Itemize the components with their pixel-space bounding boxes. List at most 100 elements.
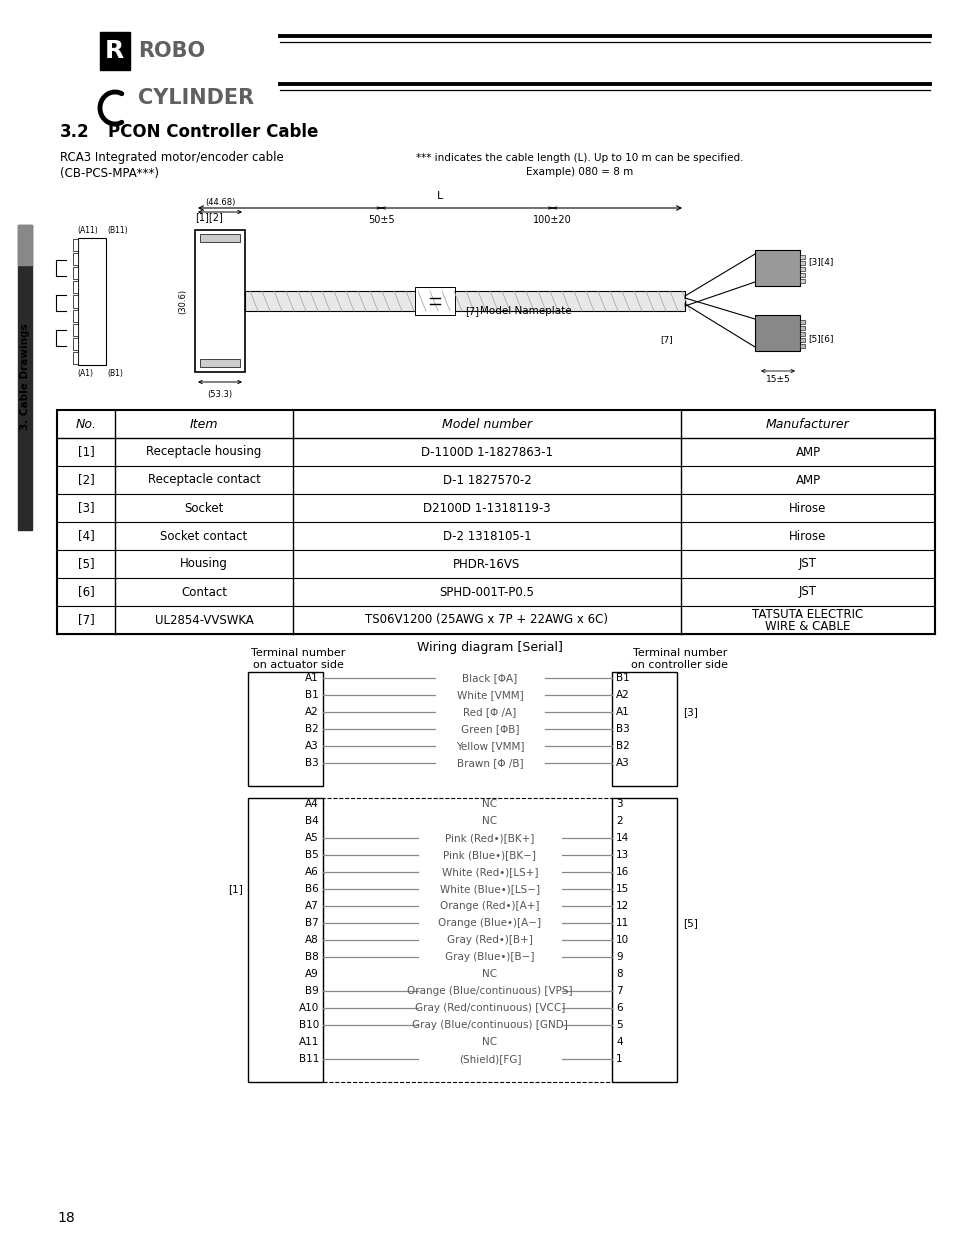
Text: UL2854-VVSWKA: UL2854-VVSWKA [154,614,253,626]
Bar [800,273,804,277]
Text: Orange (Blue/continuous) [VPS]: Orange (Blue/continuous) [VPS] [407,986,572,995]
Bar [200,233,240,242]
Bar [800,338,804,342]
Text: B4: B4 [305,816,318,826]
Text: A11: A11 [298,1037,318,1047]
Text: Housing: Housing [180,557,228,571]
Bar [73,295,78,308]
Text: A4: A4 [305,799,318,809]
Bar [248,672,323,785]
Text: 6: 6 [616,1003,622,1013]
Text: (A11): (A11) [77,226,97,235]
Text: B9: B9 [305,986,318,995]
Text: [7]: [7] [464,306,478,316]
Bar [200,359,240,367]
Bar [73,253,78,266]
Text: B3: B3 [305,758,318,768]
Text: 4: 4 [616,1037,622,1047]
Text: (B11): (B11) [107,226,128,235]
Text: A2: A2 [616,690,629,700]
Text: 50±5: 50±5 [368,215,395,225]
Text: B7: B7 [305,918,318,927]
Text: [3]: [3] [682,706,698,718]
Bar [800,261,804,266]
Text: A7: A7 [305,902,318,911]
Text: D-1100D 1-1827863-1: D-1100D 1-1827863-1 [420,446,553,458]
Text: [7]: [7] [77,614,94,626]
Bar [323,798,612,1082]
Text: NC: NC [482,1037,497,1047]
Text: B2: B2 [616,741,629,751]
Text: White (Blue•)[LS−]: White (Blue•)[LS−] [439,884,539,894]
Text: Model Nameplate: Model Nameplate [479,306,571,316]
Text: 3: 3 [616,799,622,809]
Bar [57,410,934,634]
Bar [73,338,78,350]
Text: Contact: Contact [181,585,227,599]
Bar [73,324,78,336]
Text: NC: NC [482,969,497,979]
Text: Orange (Red•)[A+]: Orange (Red•)[A+] [439,902,539,911]
Text: R: R [105,40,124,63]
Text: 15: 15 [616,884,629,894]
Text: [1]: [1] [77,446,94,458]
Text: Model number: Model number [441,417,532,431]
Bar [612,798,677,1082]
Text: B1: B1 [305,690,318,700]
Text: D2100D 1-1318119-3: D2100D 1-1318119-3 [423,501,550,515]
Text: 5: 5 [616,1020,622,1030]
Text: B11: B11 [298,1053,318,1065]
Text: 12: 12 [616,902,629,911]
Text: 3. Cable Drawings: 3. Cable Drawings [20,324,30,430]
Text: SPHD-001T-P0.5: SPHD-001T-P0.5 [439,585,534,599]
Text: Terminal number
on actuator side: Terminal number on actuator side [251,648,345,669]
Text: Socket contact: Socket contact [160,530,248,542]
Bar [194,230,245,372]
Text: B10: B10 [298,1020,318,1030]
Bar [612,672,677,785]
Text: RCA3 Integrated motor/encoder cable: RCA3 Integrated motor/encoder cable [60,152,283,164]
Text: (30.6): (30.6) [178,289,188,314]
Bar [100,32,130,70]
Text: Item: Item [190,417,218,431]
Text: [3]: [3] [77,501,94,515]
Text: 16: 16 [616,867,629,877]
Text: 100±20: 100±20 [533,215,572,225]
Text: 18: 18 [57,1212,74,1225]
Text: B2: B2 [305,724,318,734]
Bar [78,238,106,366]
Text: White (Red•)[LS+]: White (Red•)[LS+] [441,867,537,877]
Text: [1][2]: [1][2] [194,212,223,222]
Text: 3.2: 3.2 [60,124,90,141]
Text: 11: 11 [616,918,629,927]
Bar [73,267,78,279]
Bar [800,332,804,336]
Bar [800,279,804,283]
Text: B5: B5 [305,850,318,860]
Text: White [VMM]: White [VMM] [456,690,523,700]
Text: [6]: [6] [77,585,94,599]
Text: (44.68): (44.68) [205,198,235,207]
Text: [5][6]: [5][6] [807,335,833,343]
Text: 9: 9 [616,952,622,962]
Text: A10: A10 [298,1003,318,1013]
Bar [73,352,78,364]
Text: Red [Φ /A]: Red [Φ /A] [463,706,517,718]
Bar [754,249,800,287]
Bar [754,315,800,351]
Text: 2: 2 [616,816,622,826]
Text: Socket: Socket [184,501,223,515]
Text: Gray (Blue•)[B−]: Gray (Blue•)[B−] [445,952,535,962]
Bar [248,798,323,1082]
Text: [2]: [2] [77,473,94,487]
Text: A3: A3 [616,758,629,768]
Text: Yellow [VMM]: Yellow [VMM] [456,741,524,751]
Text: [1]: [1] [228,884,243,894]
Text: Example) 080 = 8 m: Example) 080 = 8 m [526,167,633,177]
Text: A6: A6 [305,867,318,877]
Text: 7: 7 [616,986,622,995]
Text: Terminal number
on controller side: Terminal number on controller side [631,648,728,669]
Text: Green [ΦB]: Green [ΦB] [460,724,518,734]
Text: Gray (Blue/continuous) [GND]: Gray (Blue/continuous) [GND] [412,1020,567,1030]
Text: B8: B8 [305,952,318,962]
